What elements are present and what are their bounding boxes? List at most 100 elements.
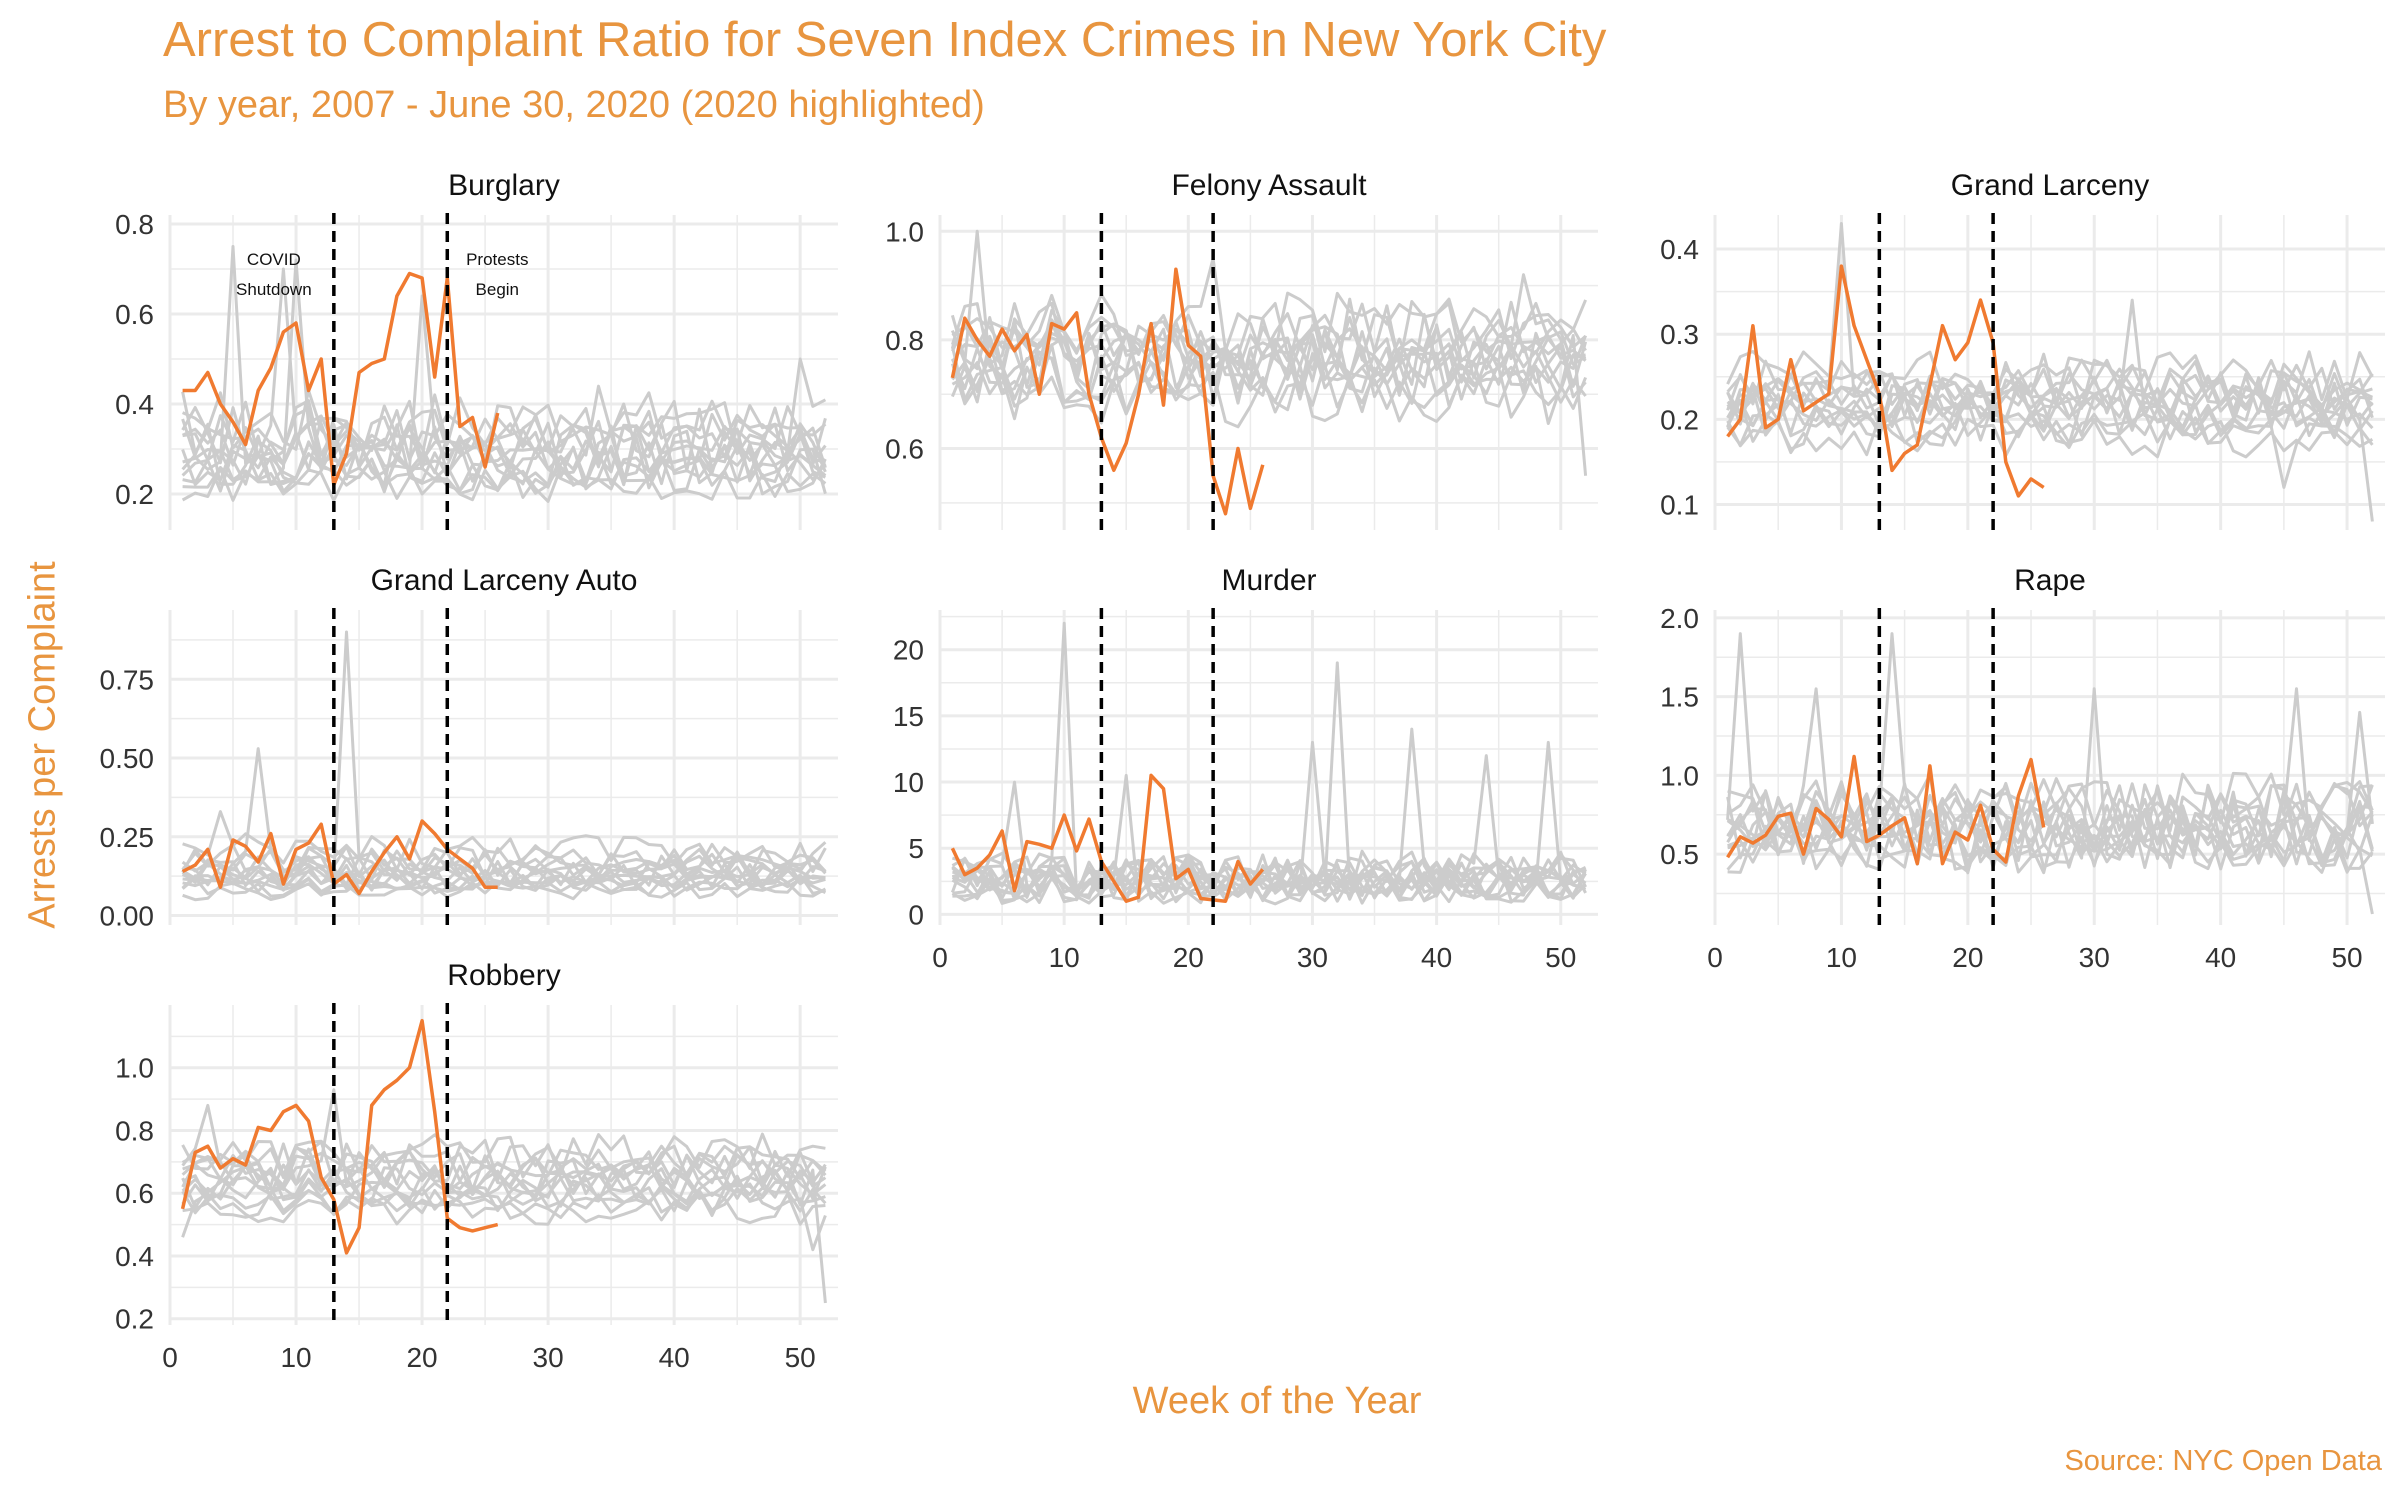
panel-grand-larceny: Grand Larceny 0.1 0.2 0.3 0.4 bbox=[1660, 169, 2385, 532]
chart-subtitle: By year, 2007 - June 30, 2020 (2020 high… bbox=[163, 84, 985, 126]
panel-felony-assault: Felony Assault 0.6 0.8 1.0 bbox=[885, 169, 1598, 532]
y-tick-label: 0.6 bbox=[885, 434, 924, 465]
y-tick-label: 0.4 bbox=[115, 389, 154, 420]
y-tick-label: 1.0 bbox=[885, 216, 924, 247]
y-tick-label: 2.0 bbox=[1660, 603, 1699, 634]
series-group bbox=[950, 229, 1588, 516]
panel-title: Murder bbox=[1221, 564, 1316, 597]
y-tick-label: 15 bbox=[893, 701, 924, 732]
y-tick-label: 0.50 bbox=[100, 743, 155, 774]
x-tick-label: 30 bbox=[1297, 942, 1328, 973]
source-caption: Source: NYC Open Data bbox=[2064, 1445, 2382, 1477]
panel-murder: Murder 0 5 10 15 20 0 10 20 30 40 50 bbox=[893, 564, 1598, 973]
series-line-other-year bbox=[181, 845, 827, 879]
series-line-other-year bbox=[951, 858, 1587, 897]
x-tick-label: 40 bbox=[1421, 942, 1452, 973]
y-tick-label: 0.00 bbox=[100, 901, 155, 932]
x-tick-label: 40 bbox=[659, 1342, 690, 1373]
x-tick-label: 20 bbox=[406, 1342, 437, 1373]
y-tick-label: 1.0 bbox=[1660, 760, 1699, 791]
series-line-other-year bbox=[1726, 414, 2374, 459]
x-tick-label: 30 bbox=[2079, 942, 2110, 973]
y-tick-label: 0.75 bbox=[100, 664, 155, 695]
y-tick-label: 0.8 bbox=[885, 325, 924, 356]
series-group bbox=[1726, 632, 2374, 915]
y-tick-label: 0.8 bbox=[115, 209, 154, 240]
x-axis-label: Week of the Year bbox=[1132, 1380, 1422, 1422]
y-tick-label: 5 bbox=[908, 833, 924, 864]
x-tick-label: 10 bbox=[1049, 942, 1080, 973]
panel-burglary: Burglary 0.2 0.4 0.6 0.8 COVID Shutdown Protest… bbox=[115, 169, 838, 532]
series-line-2020 bbox=[181, 819, 498, 896]
series-line-other-year bbox=[951, 314, 1587, 373]
series-line-other-year bbox=[1726, 392, 2374, 446]
x-tick-label: 40 bbox=[2205, 942, 2236, 973]
series-group bbox=[180, 1018, 827, 1304]
y-tick-label: 0 bbox=[908, 899, 924, 930]
series-line-2020 bbox=[1726, 754, 2046, 866]
series-line-other-year bbox=[181, 876, 826, 898]
event-annotation: Protests bbox=[466, 250, 528, 269]
y-tick-label: 0.5 bbox=[1660, 839, 1699, 870]
series-line-other-year bbox=[181, 864, 826, 892]
x-tick-label: 10 bbox=[280, 1342, 311, 1373]
chart-title: Arrest to Complaint Ratio for Seven Inde… bbox=[163, 13, 1607, 67]
series-line-other-year bbox=[951, 297, 1587, 374]
y-tick-label: 0.6 bbox=[115, 299, 154, 330]
series-line-2020 bbox=[180, 1018, 499, 1255]
series-line-other-year bbox=[1726, 376, 2374, 522]
series-line-other-year bbox=[951, 360, 1587, 429]
panel-title: Grand Larceny bbox=[1951, 169, 2149, 202]
y-tick-label: 0.1 bbox=[1660, 489, 1699, 520]
y-tick-label: 0.8 bbox=[115, 1115, 154, 1146]
y-tick-label: 20 bbox=[893, 635, 924, 666]
series-line-other-year bbox=[182, 1142, 827, 1189]
event-annotation: COVID bbox=[247, 250, 301, 269]
series-line-other-year bbox=[1726, 358, 2374, 411]
series-line-other-year bbox=[1726, 785, 2374, 858]
y-tick-label: 0.2 bbox=[115, 1304, 154, 1335]
series-line-2020 bbox=[1726, 264, 2045, 498]
series-line-other-year bbox=[951, 857, 1587, 901]
series-line-other-year bbox=[1727, 811, 2374, 875]
series-line-other-year bbox=[1726, 798, 2373, 866]
panel-title: Burglary bbox=[448, 169, 560, 202]
series-group bbox=[181, 245, 827, 503]
series-line-other-year bbox=[181, 466, 827, 503]
panel-title: Rape bbox=[2014, 564, 2086, 597]
x-tick-label: 30 bbox=[533, 1342, 564, 1373]
panel-title: Grand Larceny Auto bbox=[371, 564, 638, 597]
series-line-other-year bbox=[182, 810, 827, 873]
x-tick-label: 50 bbox=[2331, 942, 2362, 973]
x-tick-label: 50 bbox=[785, 1342, 816, 1373]
series-line-other-year bbox=[182, 1185, 827, 1220]
y-tick-label: 1.0 bbox=[115, 1053, 154, 1084]
y-tick-label: 0.6 bbox=[115, 1178, 154, 1209]
series-line-other-year bbox=[1726, 222, 2374, 419]
event-annotation: Shutdown bbox=[236, 280, 312, 299]
panel-title: Robbery bbox=[447, 959, 560, 992]
panel-rape: Rape 0.5 1.0 1.5 2.0 0 10 20 30 40 50 bbox=[1660, 564, 2385, 973]
x-tick-label: 0 bbox=[162, 1342, 178, 1373]
series-line-other-year bbox=[181, 1174, 826, 1213]
y-tick-label: 0.2 bbox=[1660, 404, 1699, 435]
x-tick-label: 20 bbox=[1952, 942, 1983, 973]
y-tick-label: 0.3 bbox=[1660, 319, 1699, 350]
y-tick-label: 0.2 bbox=[115, 479, 154, 510]
series-group bbox=[950, 621, 1587, 906]
x-tick-label: 0 bbox=[1707, 942, 1723, 973]
panel-grand-larceny-auto: Grand Larceny Auto 0.00 0.25 0.50 0.75 bbox=[100, 564, 838, 932]
series-line-2020 bbox=[182, 271, 500, 487]
panel-title: Felony Assault bbox=[1171, 169, 1367, 202]
series-line-other-year bbox=[181, 408, 827, 473]
x-tick-label: 0 bbox=[932, 942, 948, 973]
series-group bbox=[181, 630, 827, 902]
series-line-2020 bbox=[950, 773, 1265, 903]
event-annotation: Begin bbox=[476, 280, 519, 299]
y-tick-label: 1.5 bbox=[1660, 682, 1699, 713]
y-tick-label: 0.4 bbox=[115, 1241, 154, 1272]
series-group bbox=[1726, 222, 2374, 522]
series-line-other-year bbox=[951, 322, 1587, 389]
x-tick-label: 20 bbox=[1173, 942, 1204, 973]
